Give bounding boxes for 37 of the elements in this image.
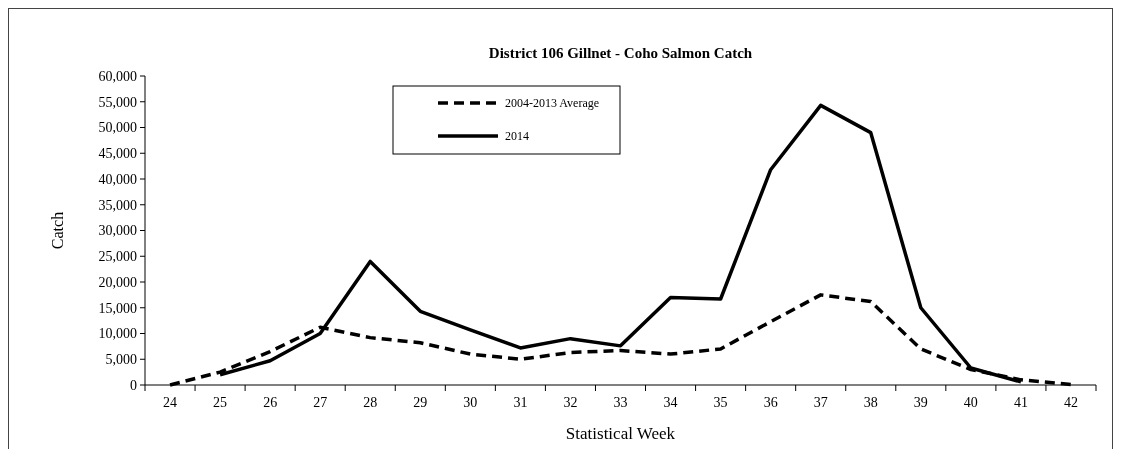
x-tick-label: 40 <box>963 395 978 410</box>
x-tick-label: 42 <box>1063 395 1078 410</box>
x-tick-label: 29 <box>413 395 428 410</box>
chart-title: District 106 Gillnet - Coho Salmon Catch <box>488 45 753 61</box>
y-axis-title: Catch <box>49 211 66 250</box>
y-tick-label: 50,000 <box>98 120 137 136</box>
x-tick-label: 37 <box>813 395 828 410</box>
legend-label: 2004-2013 Average <box>505 96 600 111</box>
x-tick-label: 32 <box>563 395 578 410</box>
y-tick-label: 55,000 <box>98 94 137 110</box>
x-tick-label: 25 <box>213 395 228 410</box>
y-tick-label: 10,000 <box>98 326 137 342</box>
y-tick-label: 0 <box>130 377 137 393</box>
y-tick-label: 20,000 <box>98 274 137 290</box>
x-tick-label: 26 <box>263 395 278 410</box>
y-tick-label: 15,000 <box>98 300 137 316</box>
y-tick-label: 40,000 <box>98 171 137 187</box>
x-axis-title: Statistical Week <box>565 424 676 443</box>
x-tick-label: 28 <box>363 395 378 410</box>
x-tick-label: 39 <box>913 395 928 410</box>
legend-label: 2014 <box>505 129 529 144</box>
x-tick-label: 27 <box>313 395 328 410</box>
x-tick-label: 24 <box>163 395 178 410</box>
x-tick-label: 35 <box>713 395 728 410</box>
x-tick-label: 31 <box>513 395 528 410</box>
x-tick-label: 38 <box>863 395 878 410</box>
x-tick-label: 36 <box>763 395 778 410</box>
x-tick-label: 34 <box>663 395 678 410</box>
y-tick-label: 30,000 <box>98 223 137 239</box>
x-tick-label: 41 <box>1013 395 1028 410</box>
x-tick-label: 33 <box>613 395 628 410</box>
y-tick-label: 45,000 <box>98 146 137 162</box>
y-tick-label: 5,000 <box>105 352 137 368</box>
y-tick-label: 60,000 <box>98 68 137 84</box>
x-tick-label: 30 <box>463 395 478 410</box>
y-tick-label: 35,000 <box>98 197 137 213</box>
y-tick-label: 25,000 <box>98 249 137 265</box>
